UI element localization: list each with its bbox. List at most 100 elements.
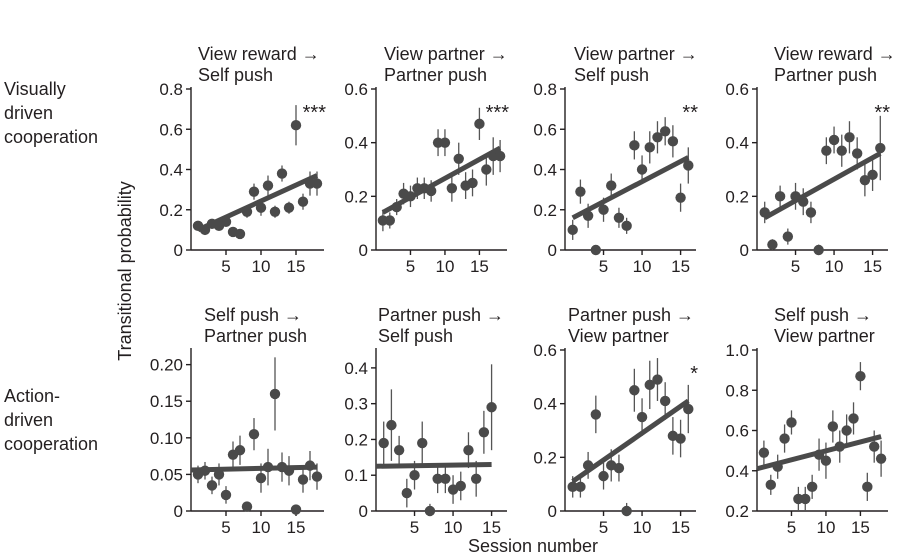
panel-title-line-2: View partner	[568, 326, 669, 346]
data-point	[827, 421, 839, 432]
y-tick-label: 0	[740, 241, 749, 260]
data-point	[644, 379, 655, 391]
x-tick-label: 5	[406, 257, 415, 276]
data-point	[636, 411, 648, 423]
panel-title-line-1: Partner push →	[568, 305, 694, 325]
row-label-visual-line-3: cooperation	[4, 127, 98, 147]
panels: View reward → Self push 0 0.2 0.4 0.6 0.8 5 10 15…	[150, 44, 896, 537]
fit-line	[571, 398, 690, 484]
x-tick-label: 10	[633, 257, 652, 276]
data-point	[241, 501, 253, 512]
y-tick-label: 0.4	[533, 161, 557, 180]
data-point	[567, 481, 578, 493]
panel-3: View partner →Self push 0 0.2 0.4 0.6 0.8 5 10 1…	[533, 44, 698, 276]
data-point	[774, 191, 786, 202]
panel-6: Partner push →Self push 0 0.1 0.2 0.3 0.4 5 10 1…	[344, 305, 507, 537]
y-tick-label: 0.2	[533, 448, 557, 467]
data-point	[675, 433, 686, 444]
x-tick-label: 5	[599, 257, 608, 276]
data-point	[683, 160, 694, 171]
y-tick-label: 0.6	[533, 341, 557, 360]
y-tick-label: 0	[174, 241, 183, 260]
y-tick-label: 0	[359, 241, 368, 260]
y-tick-label: 0.6	[159, 120, 183, 139]
data-point	[290, 120, 302, 131]
x-tick-label: 15	[851, 518, 870, 537]
data-point	[659, 395, 671, 407]
x-tick-label: 15	[671, 257, 690, 276]
data-point	[386, 419, 397, 431]
panel-title-line-1: View partner →	[574, 44, 698, 64]
x-tick-label: 5	[221, 518, 230, 537]
y-tick-label: 0.2	[159, 201, 183, 220]
y-tick-label: 0.6	[533, 120, 557, 139]
data-point	[311, 471, 323, 482]
y-tick-label: 0	[548, 502, 557, 521]
data-point	[598, 204, 609, 215]
panel-title-line-1: View reward →	[774, 44, 896, 64]
data-point	[393, 444, 405, 456]
panel-4: View reward →Partner push 0 0.2 0.4 0.6 5 10 15…	[725, 44, 895, 276]
data-point	[652, 374, 663, 385]
data-point	[255, 472, 267, 484]
x-tick-label: 5	[221, 257, 230, 276]
y-tick-label: 0.2	[533, 201, 557, 220]
data-point	[765, 479, 776, 491]
y-tick-label: 0	[548, 241, 557, 260]
x-tick-label: 10	[444, 518, 463, 537]
fit-line	[190, 464, 318, 473]
data-point	[779, 433, 790, 444]
data-point	[675, 192, 686, 203]
panel-title-line-1: Self push →	[204, 305, 302, 325]
panel-title-line-2: Partner push	[204, 326, 307, 346]
data-point	[848, 413, 859, 424]
data-point	[636, 164, 648, 175]
data-point	[862, 481, 873, 493]
data-point	[621, 220, 632, 232]
data-point	[567, 224, 578, 236]
data-point	[283, 202, 295, 213]
panel-title-line-1: Self push →	[774, 305, 872, 325]
x-tick-label: 15	[482, 518, 501, 537]
row-label-action-line-1: Action-	[4, 386, 60, 406]
row-label-visual-line-1: Visually	[4, 79, 66, 99]
data-point	[800, 493, 811, 505]
data-point	[644, 142, 655, 153]
data-point	[782, 231, 794, 242]
y-tick-label: 0.4	[159, 161, 183, 180]
data-point	[875, 142, 886, 154]
fit-line	[756, 434, 882, 472]
x-tick-label: 5	[787, 518, 796, 537]
data-point	[855, 370, 866, 382]
data-point	[613, 462, 625, 474]
data-point	[269, 206, 281, 217]
data-point	[206, 480, 218, 491]
data-point	[248, 428, 260, 440]
panel-title-line-2: Self push	[574, 65, 649, 85]
significance-label: **	[682, 102, 698, 124]
x-tick-label: 10	[435, 257, 454, 276]
data-point	[481, 164, 492, 175]
data-point	[767, 239, 778, 250]
significance-label: ***	[486, 102, 510, 124]
data-point	[813, 244, 824, 256]
panel-7: Partner push →View partner 0 0.2 0.4 0.6 5 10 1…	[533, 305, 698, 537]
fit-line	[196, 173, 319, 233]
data-point	[234, 228, 246, 240]
x-tick-label: 15	[287, 257, 306, 276]
data-point	[629, 385, 640, 396]
data-point	[417, 437, 428, 449]
data-point	[575, 186, 586, 197]
y-tick-label: 0.8	[533, 80, 557, 99]
row-label-action-line-2: driven	[4, 410, 53, 430]
data-point	[463, 444, 474, 456]
data-point	[598, 470, 609, 482]
data-point	[432, 473, 443, 484]
y-tick-label: 0.6	[725, 80, 749, 99]
panel-2: View partner →Partner push 0 0.2 0.4 0.6 5 10 1…	[344, 44, 509, 276]
y-tick-label: 0.4	[344, 359, 368, 378]
panel-title-line-2: View partner	[774, 326, 875, 346]
data-point	[844, 132, 855, 143]
data-point	[758, 447, 770, 458]
